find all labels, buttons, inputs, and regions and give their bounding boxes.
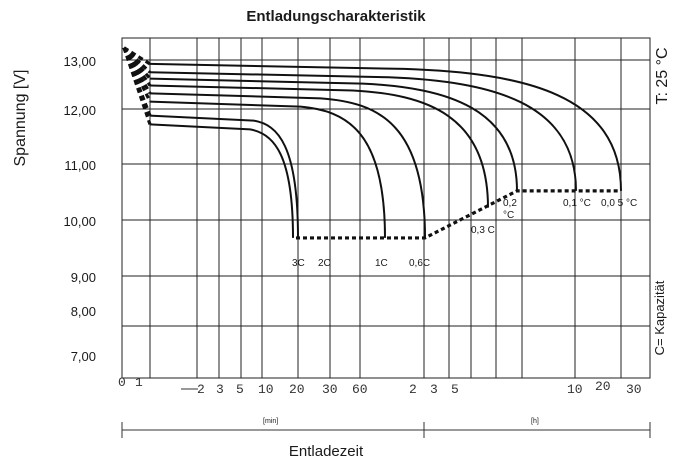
y-tick-label: 11,00	[64, 158, 96, 173]
x-tick-label: 5	[236, 382, 244, 397]
curve-label-06c: 0,6C	[409, 258, 430, 269]
plot-grid	[121, 37, 651, 379]
hours-unit-label: [h]	[531, 418, 539, 425]
x-tick-label: 2	[409, 382, 417, 397]
x-tick-label: 3	[430, 382, 438, 397]
curve-01c	[149, 71, 577, 191]
curve-label-3c: 3C	[292, 258, 305, 269]
x-tick-label: 0	[118, 375, 126, 390]
curve-02c	[149, 77, 518, 191]
curve-label-2c: 2C	[318, 258, 331, 269]
y-tick-label: 10,00	[63, 214, 96, 229]
curve-label-01c: 0,1 °C	[563, 198, 591, 209]
temperature-label: T: 25 °C	[654, 47, 671, 104]
curve-3c	[149, 123, 294, 238]
minutes-unit-label: [min]	[263, 418, 278, 425]
chart-title: Entladungscharakteristik	[246, 8, 426, 25]
x-tick-label: 30	[626, 382, 642, 397]
curve-label-005c: 0,0 5 °C	[601, 198, 637, 209]
x-tick-label: 20	[289, 382, 305, 397]
x-tick-label: 5	[451, 382, 459, 397]
x-tick-label: 2	[197, 382, 205, 397]
y-axis-label: Spannung [V]	[12, 70, 29, 167]
x-tick-label: 30	[322, 382, 338, 397]
discharge-curves	[122, 46, 622, 240]
capacity-note: C= Kapazität	[652, 280, 667, 355]
y-tick-label: 12,00	[63, 103, 96, 118]
x-tick-label: 10	[258, 382, 274, 397]
curve-label-03c: 0,3 C	[471, 225, 495, 236]
curve-label-1c: 1C	[375, 258, 388, 269]
y-tick-labels: 13,00 12,00 11,00 10,00 9,00 8,00 7,00	[63, 54, 96, 364]
y-tick-label: 9,00	[71, 270, 96, 285]
fan-segment	[122, 46, 152, 87]
x-tick-label: 20	[595, 379, 611, 394]
fan-segment	[122, 46, 152, 95]
x-tick-label: 1	[135, 375, 143, 390]
curve-005c	[149, 62, 622, 191]
fan-segment	[123, 46, 151, 66]
x-tick-labels: 0 1 2 3 5 10 20 30 60 2 3 5 10 20 30	[118, 375, 642, 397]
time-axis-bracket: [min] [h] Entladezeit	[121, 418, 651, 460]
x-axis-label: Entladezeit	[289, 443, 364, 460]
y-tick-label: 7,00	[71, 349, 96, 364]
end-voltage-line	[296, 189, 621, 240]
curve-labels: 3C 2C 1C 0,6C 0,3 C 0,2 °C 0,1 °C 0,0 5 …	[292, 198, 637, 269]
x-tick-label: 10	[567, 382, 583, 397]
y-tick-label: 13,00	[63, 54, 96, 69]
y-tick-label: 8,00	[71, 304, 96, 319]
plot-frame	[121, 37, 651, 379]
curve-2c	[149, 114, 299, 238]
curve-06c	[149, 92, 426, 238]
fan-segment	[122, 46, 152, 80]
curve-03c	[149, 84, 489, 208]
curve-label-02c: 0,2	[503, 198, 517, 209]
curve-1c	[149, 100, 386, 238]
fan-segment	[122, 46, 152, 74]
x-tick-label: 60	[352, 382, 368, 397]
x-tick-label: 3	[216, 382, 224, 397]
curve-label-02c-unit: °C	[503, 210, 514, 221]
